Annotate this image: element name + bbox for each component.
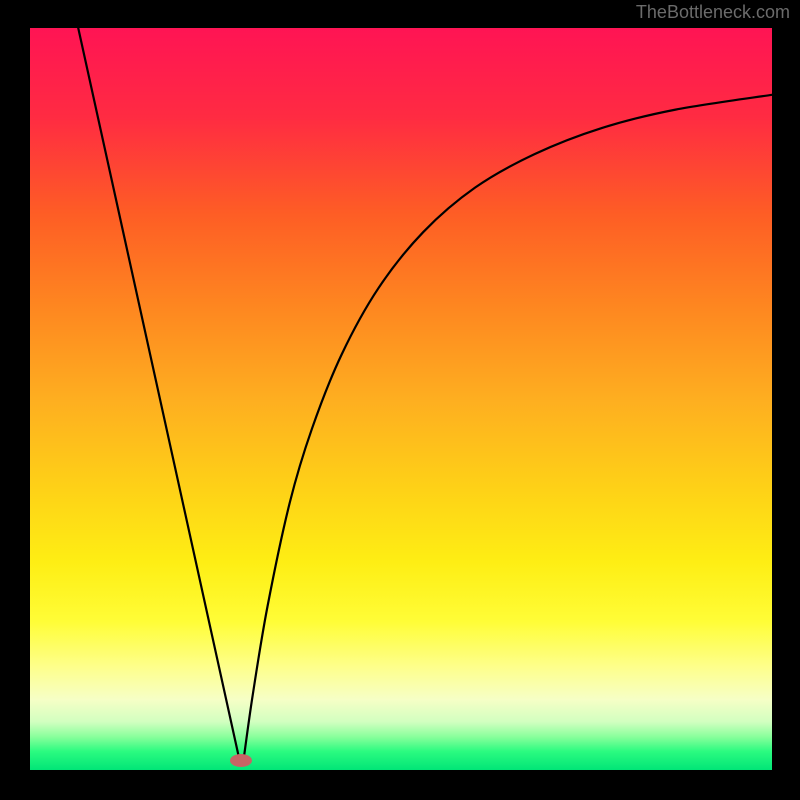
curve-right	[244, 95, 772, 759]
curve-layer	[30, 28, 772, 770]
plot-area	[30, 28, 772, 770]
curve-left	[78, 28, 239, 759]
watermark-text: TheBottleneck.com	[636, 2, 790, 23]
